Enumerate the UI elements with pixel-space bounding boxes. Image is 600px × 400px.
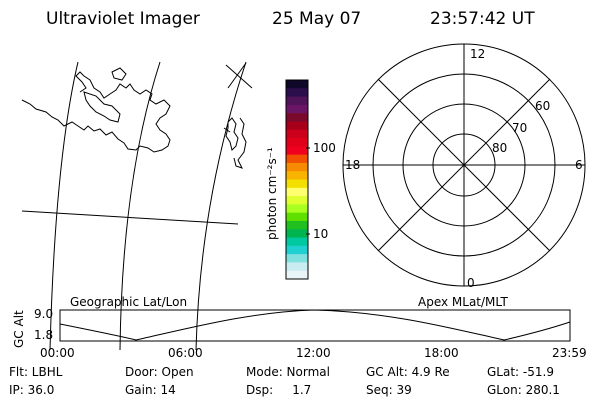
timeline-y-tick: 9.0 <box>34 307 53 321</box>
colorbar-swatch <box>286 262 308 272</box>
colorbar-swatch <box>286 80 308 89</box>
colorbar-swatch <box>286 88 308 98</box>
colorbar-swatch <box>286 138 308 147</box>
colorbar-swatch <box>286 254 308 263</box>
date-label: 25 May 07 <box>272 9 361 29</box>
island-outline <box>225 117 239 151</box>
colorbar-swatch <box>286 237 308 247</box>
timeline-x-tick: 12:00 <box>296 346 331 360</box>
polar-diagonal <box>377 78 551 252</box>
colorbar <box>286 80 308 280</box>
timeline-left-label: Geographic Lat/Lon <box>70 295 187 309</box>
colorbar-swatch <box>286 220 308 230</box>
lat-label-70: 70 <box>512 121 527 135</box>
info-gc-alt: GC Alt: 4.9 Re <box>366 365 450 379</box>
info-door: Door: Open <box>125 365 194 379</box>
meridian-line <box>195 61 247 351</box>
colorbar-swatch <box>286 146 308 156</box>
colorbar-tick-label: 10 <box>313 227 328 241</box>
info-ip: IP: 36.0 <box>9 383 54 397</box>
meridian-line <box>49 61 79 351</box>
polar-plot <box>342 43 586 287</box>
colorbar-swatch <box>286 245 308 255</box>
colorbar-swatch <box>286 121 308 131</box>
coastline <box>233 117 247 169</box>
colorbar-swatch <box>286 196 308 205</box>
mlt-label-0: 0 <box>467 276 475 290</box>
mlt-label-18: 18 <box>345 158 360 172</box>
info-seq: Seq: 39 <box>366 383 412 397</box>
timeline-y-axis-label: GC Alt <box>12 310 26 348</box>
coastline <box>21 71 171 153</box>
info-filter: Flt: LBHL <box>9 365 63 379</box>
colorbar-swatch <box>286 154 308 164</box>
colorbar-swatch <box>286 204 308 214</box>
timeline-x-tick: 06:00 <box>168 346 203 360</box>
colorbar-swatch <box>286 270 308 280</box>
colorbar-swatch <box>286 212 308 222</box>
info-mode: Mode: Normal <box>246 365 330 379</box>
altitude-curve <box>59 309 571 341</box>
timeline-frame <box>59 309 571 342</box>
time-label: 23:57:42 UT <box>430 9 535 29</box>
info-glat: GLat: -51.9 <box>487 365 554 379</box>
island-outline <box>111 67 127 81</box>
timeline-x-tick: 00:00 <box>40 346 75 360</box>
mlt-label-6: 6 <box>575 158 583 172</box>
lat-label-60: 60 <box>535 99 550 113</box>
coastline <box>223 127 231 133</box>
timeline-x-tick: 18:00 <box>424 346 459 360</box>
info-glon: GLon: 280.1 <box>487 383 560 397</box>
info-gain: Gain: 14 <box>125 383 176 397</box>
colorbar-swatch <box>286 171 308 180</box>
geographic-map <box>21 61 253 351</box>
grid-cross <box>225 62 253 89</box>
instrument-title: Ultraviolet Imager <box>46 9 200 29</box>
mlt-label-12: 12 <box>470 47 485 61</box>
colorbar-swatch <box>286 129 308 139</box>
timeline-right-label: Apex MLat/MLT <box>418 295 508 309</box>
colorbar-swatch <box>286 187 308 197</box>
hudson-bay-outline <box>83 91 121 123</box>
info-dsp: Dsp: 1.7 <box>246 383 311 397</box>
colorbar-frame <box>285 79 309 280</box>
colorbar-swatch <box>286 96 308 106</box>
colorbar-swatch <box>286 113 308 122</box>
colorbar-swatch <box>286 229 308 239</box>
colorbar-swatch <box>286 179 308 189</box>
colorbar-swatch <box>286 104 308 114</box>
colorbar-tick-label: 100 <box>313 141 336 155</box>
timeline-y-tick: 1.8 <box>34 328 53 342</box>
timeline-x-tick: 23:59 <box>552 346 587 360</box>
colorbar-unit-label: photon cm⁻²s⁻¹ <box>265 147 279 240</box>
lat-label-80: 80 <box>492 141 507 155</box>
colorbar-swatch <box>286 162 308 172</box>
parallel-line <box>21 210 239 225</box>
